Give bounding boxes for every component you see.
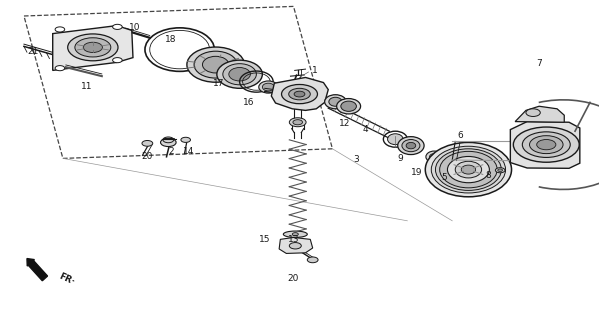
Text: 3: 3 <box>353 156 359 164</box>
Ellipse shape <box>292 233 298 236</box>
Ellipse shape <box>440 151 497 188</box>
Text: 8: 8 <box>485 172 491 180</box>
Ellipse shape <box>522 132 570 157</box>
Ellipse shape <box>217 60 262 88</box>
Ellipse shape <box>142 140 153 146</box>
Text: FR·: FR· <box>57 271 75 287</box>
Text: 18: 18 <box>165 36 177 44</box>
Ellipse shape <box>55 66 65 71</box>
Ellipse shape <box>289 118 306 127</box>
Text: 20: 20 <box>141 152 152 161</box>
Ellipse shape <box>113 24 122 29</box>
Ellipse shape <box>161 138 176 147</box>
Text: 16: 16 <box>243 98 255 107</box>
Ellipse shape <box>202 56 229 73</box>
Text: 13: 13 <box>288 236 300 244</box>
Text: 2: 2 <box>168 148 174 156</box>
Text: 1: 1 <box>311 66 317 75</box>
Text: 11: 11 <box>81 82 93 91</box>
Polygon shape <box>279 237 313 253</box>
Ellipse shape <box>429 154 439 160</box>
Ellipse shape <box>513 127 579 162</box>
Ellipse shape <box>406 142 416 149</box>
Ellipse shape <box>187 47 244 82</box>
Text: 14: 14 <box>183 148 194 156</box>
Ellipse shape <box>447 156 489 183</box>
Text: 19: 19 <box>410 168 422 177</box>
Ellipse shape <box>388 134 403 145</box>
Text: 5: 5 <box>441 173 447 182</box>
Ellipse shape <box>229 68 250 81</box>
Ellipse shape <box>223 64 256 85</box>
Ellipse shape <box>337 99 361 114</box>
Ellipse shape <box>426 151 443 163</box>
Ellipse shape <box>435 149 501 190</box>
Ellipse shape <box>83 42 102 52</box>
Ellipse shape <box>282 84 317 104</box>
Ellipse shape <box>498 169 503 172</box>
Ellipse shape <box>196 52 208 58</box>
Text: 6: 6 <box>457 132 463 140</box>
Ellipse shape <box>307 257 318 263</box>
Ellipse shape <box>68 34 118 61</box>
Text: 21: 21 <box>28 47 38 56</box>
Text: 12: 12 <box>339 119 350 128</box>
Text: 20: 20 <box>288 274 299 283</box>
Ellipse shape <box>431 146 506 193</box>
Ellipse shape <box>402 140 420 152</box>
Ellipse shape <box>55 27 65 32</box>
Ellipse shape <box>259 81 278 93</box>
Ellipse shape <box>495 168 505 173</box>
Text: 4: 4 <box>362 125 368 134</box>
Ellipse shape <box>289 243 301 249</box>
Ellipse shape <box>530 136 563 154</box>
Polygon shape <box>53 26 133 70</box>
Text: 15: 15 <box>259 236 271 244</box>
Ellipse shape <box>341 101 356 111</box>
Ellipse shape <box>325 95 346 109</box>
Ellipse shape <box>293 120 302 125</box>
Polygon shape <box>510 122 580 168</box>
Ellipse shape <box>294 91 305 97</box>
Ellipse shape <box>455 161 482 178</box>
Ellipse shape <box>262 83 274 91</box>
Ellipse shape <box>537 140 556 150</box>
Ellipse shape <box>329 97 342 106</box>
Ellipse shape <box>181 137 190 142</box>
Ellipse shape <box>75 38 111 57</box>
Text: 9: 9 <box>397 154 403 163</box>
Ellipse shape <box>461 165 476 174</box>
Polygon shape <box>515 106 564 122</box>
Ellipse shape <box>425 142 512 197</box>
Ellipse shape <box>113 58 122 63</box>
Text: 10: 10 <box>129 23 141 32</box>
Ellipse shape <box>289 88 310 100</box>
Ellipse shape <box>194 51 237 78</box>
Ellipse shape <box>283 231 307 237</box>
Text: 17: 17 <box>213 79 225 88</box>
Ellipse shape <box>398 137 424 155</box>
Polygon shape <box>271 77 328 110</box>
Ellipse shape <box>526 109 540 116</box>
Text: 7: 7 <box>536 60 542 68</box>
FancyArrow shape <box>27 259 47 281</box>
